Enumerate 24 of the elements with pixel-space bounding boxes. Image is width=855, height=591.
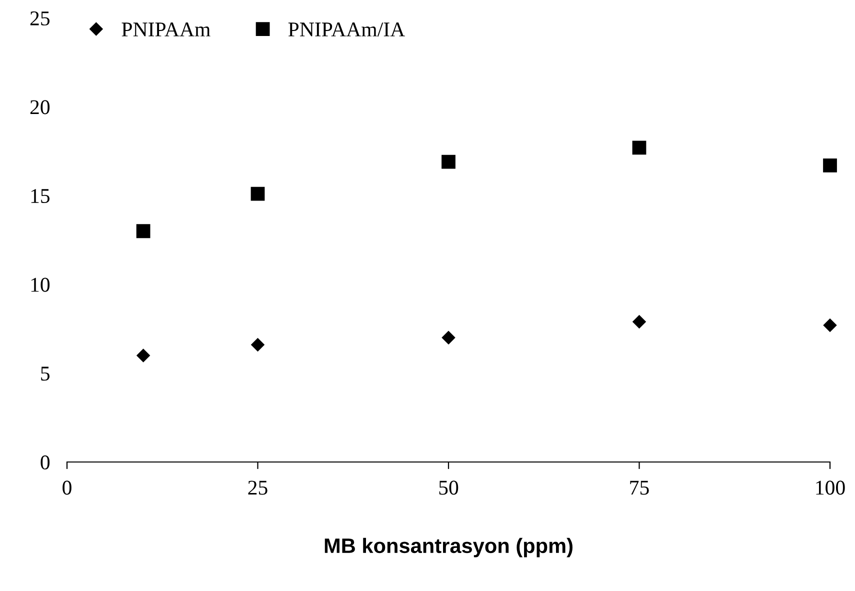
point [823, 158, 837, 172]
x-tick-label: 0 [62, 480, 72, 495]
x-tick-label: 50 [439, 480, 458, 495]
y-tick-label: 15 [31, 189, 50, 204]
x-tick-label: 100 [816, 480, 845, 495]
y-tick-label: 10 [31, 278, 50, 292]
y-tick-label: 20 [30, 100, 50, 114]
point [250, 186, 265, 201]
point [136, 224, 150, 238]
point [632, 315, 646, 328]
y-tick-label: 5 [41, 366, 50, 381]
point [442, 154, 456, 169]
point [632, 140, 646, 155]
x-tick-label: 75 [630, 480, 649, 495]
point [136, 348, 150, 362]
legend-label: PNIPAAm [122, 22, 210, 36]
point [251, 338, 264, 352]
y-tick-label: 25 [30, 11, 50, 26]
point [823, 318, 837, 332]
x-axis-title: MB konsantrasyon (ppm) [324, 538, 572, 558]
legend-label: PNIPAAm/IA [288, 22, 405, 37]
point [442, 331, 456, 344]
y-tick-label: 0 [40, 455, 50, 470]
x-tick-label: 25 [248, 480, 268, 495]
